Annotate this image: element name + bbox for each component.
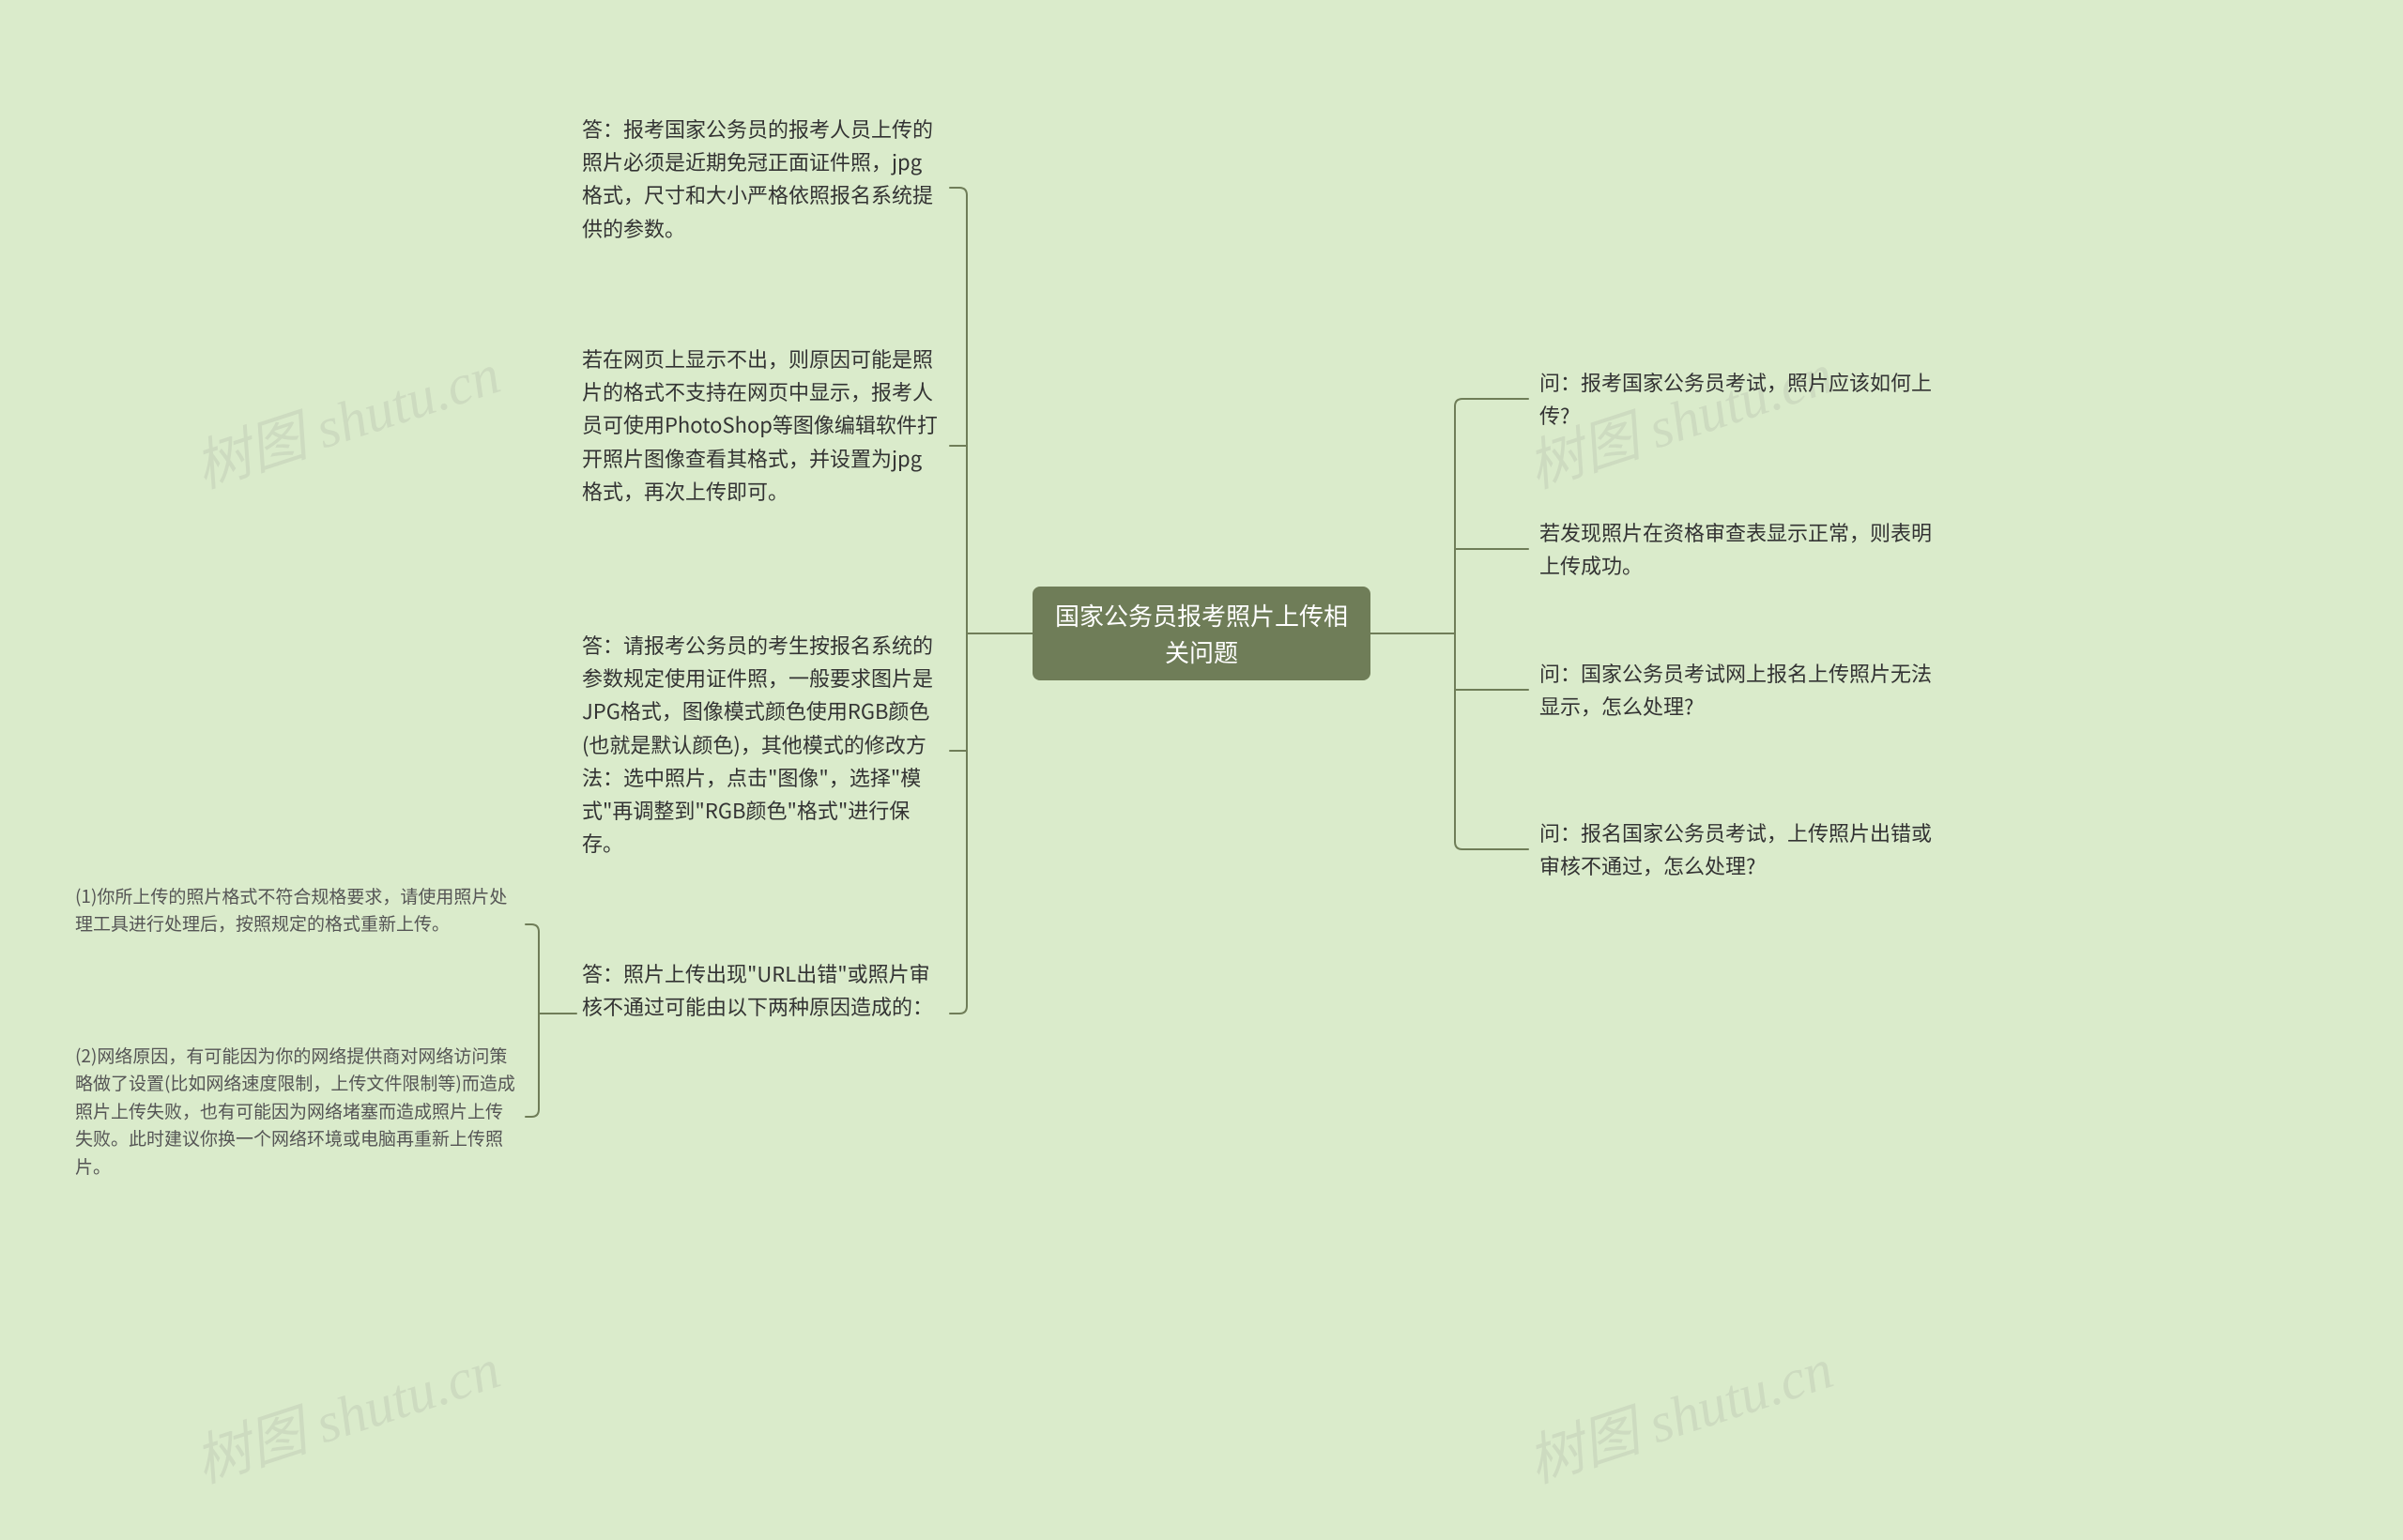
watermark-2: 树图 shutu.cn bbox=[183, 1323, 509, 1499]
leaf-node-leaf2: (2)网络原因，有可能因为你的网络提供商对网络访问策略做了设置(比如网络速度限制… bbox=[75, 1042, 516, 1180]
connector-lines bbox=[0, 0, 2403, 1540]
watermark-0: 树图 shutu.cn bbox=[183, 328, 509, 504]
mindmap-canvas: 树图 shutu.cn树图 shutu.cn树图 shutu.cn树图 shut… bbox=[0, 0, 2403, 1540]
leaf-node-leaf1: (1)你所上传的照片格式不符合规格要求，请使用照片处理工具进行处理后，按照规定的… bbox=[75, 882, 516, 938]
right-node-r1: 问：报考国家公务员考试，照片应该如何上传? bbox=[1539, 366, 1934, 432]
left-node-l4: 答：照片上传出现"URL出错"或照片审核不通过可能由以下两种原因造成的： bbox=[582, 957, 939, 1023]
right-node-r2: 若发现照片在资格审查表显示正常，则表明上传成功。 bbox=[1539, 516, 1934, 582]
right-node-r4: 问：报名国家公务员考试，上传照片出错或审核不通过，怎么处理? bbox=[1539, 816, 1934, 882]
watermark-3: 树图 shutu.cn bbox=[1516, 1323, 1842, 1499]
root-node: 国家公务员报考照片上传相关问题 bbox=[1033, 587, 1370, 680]
left-node-l1: 答：报考国家公务员的报考人员上传的照片必须是近期免冠正面证件照，jpg格式，尺寸… bbox=[582, 113, 939, 245]
left-node-l3: 答：请报考公务员的考生按报名系统的参数规定使用证件照，一般要求图片是JPG格式，… bbox=[582, 629, 939, 860]
left-node-l2: 若在网页上显示不出，则原因可能是照片的格式不支持在网页中显示，报考人员可使用Ph… bbox=[582, 343, 939, 508]
right-node-r3: 问：国家公务员考试网上报名上传照片无法显示，怎么处理? bbox=[1539, 657, 1934, 723]
